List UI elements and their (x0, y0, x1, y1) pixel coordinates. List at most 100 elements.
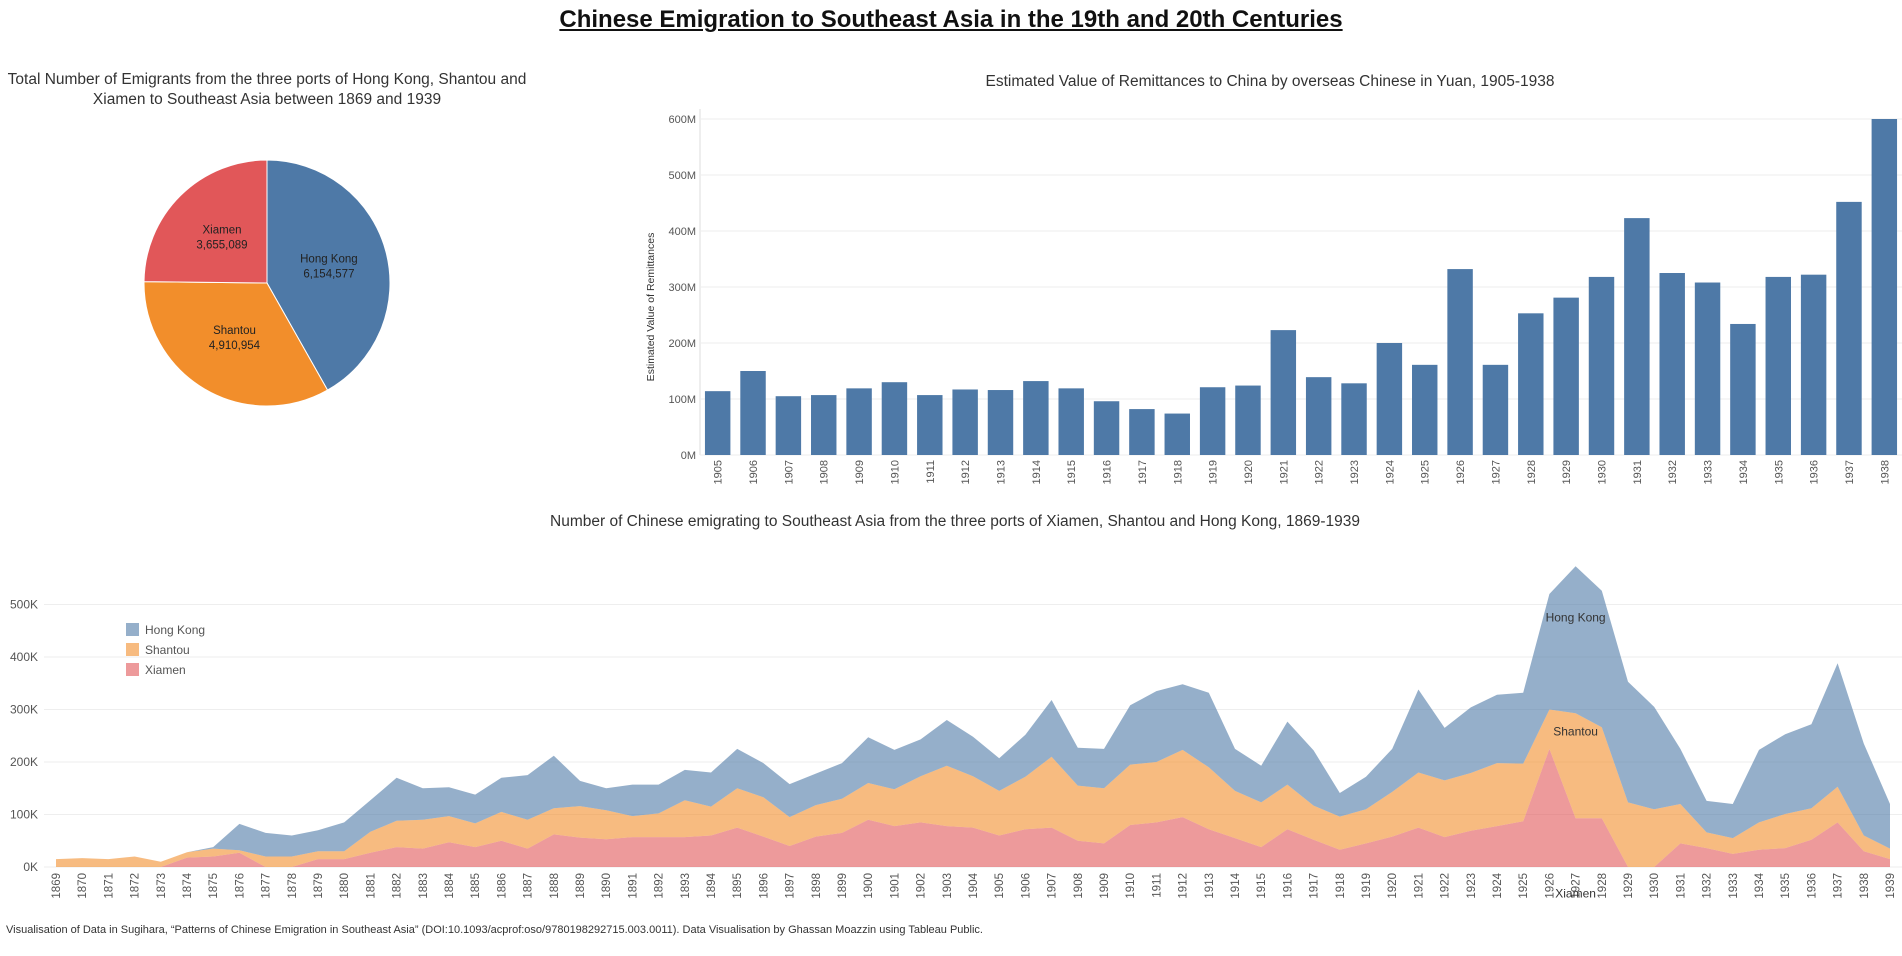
area-x-tick-label: 1877 (261, 873, 273, 899)
area-x-tick-label: 1881 (365, 873, 377, 899)
bar-1936[interactable] (1800, 274, 1827, 455)
bar-1914[interactable] (1023, 381, 1049, 455)
bar-x-tick-label: 1927 (1490, 460, 1502, 484)
area-x-tick-label: 1939 (1885, 873, 1897, 899)
pie-slice-shantou[interactable] (143, 281, 329, 407)
bar-1930[interactable] (1588, 276, 1615, 455)
pie-slice-xiamen[interactable] (143, 159, 268, 284)
area-y-tick-label: 500K (10, 598, 38, 612)
area-x-tick-label: 1879 (313, 873, 325, 899)
bar-1918[interactable] (1164, 413, 1190, 455)
bar-1919[interactable] (1199, 387, 1226, 455)
bar-1932[interactable] (1659, 273, 1685, 455)
bar-1905[interactable] (704, 391, 731, 455)
bar-1926[interactable] (1447, 269, 1473, 455)
area-y-tick-label: 200K (10, 755, 38, 769)
bar-1925[interactable] (1412, 364, 1438, 455)
bar-1920[interactable] (1235, 385, 1261, 455)
area-x-tick-label: 1886 (496, 873, 508, 899)
bar-1924[interactable] (1376, 343, 1403, 455)
bar-1912[interactable] (952, 389, 978, 455)
bar-1909[interactable] (846, 388, 872, 455)
area-x-tick-label: 1918 (1335, 873, 1347, 899)
legend-swatch-shantou (126, 643, 139, 656)
area-x-tick-label: 1895 (732, 873, 744, 899)
bar-1915[interactable] (1058, 388, 1084, 455)
bar-1929[interactable] (1553, 297, 1579, 455)
area-x-tick-label: 1905 (994, 873, 1006, 899)
bar-1908[interactable] (811, 395, 837, 455)
area-series-hong-kong[interactable] (56, 566, 1890, 862)
area-x-tick-label: 1903 (942, 873, 954, 899)
area-x-tick-label: 1869 (51, 873, 63, 899)
area-x-tick-label: 1935 (1780, 873, 1792, 899)
area-chart-title: Number of Chinese emigrating to Southeas… (550, 513, 1360, 530)
bar-1933[interactable] (1694, 282, 1721, 455)
bar-1935[interactable] (1765, 276, 1791, 455)
area-x-tick-label: 1922 (1440, 873, 1452, 899)
bar-y-tick-label: 400M (668, 226, 696, 238)
page-title: Chinese Emigration to Southeast Asia in … (559, 6, 1343, 33)
area-y-tick-label: 100K (10, 808, 38, 822)
area-x-tick-label: 1901 (889, 873, 901, 899)
area-x-tick-label: 1891 (627, 873, 639, 899)
area-x-tick-label: 1911 (1151, 873, 1163, 898)
pie-label-xiamen: Xiamen (203, 225, 242, 237)
bar-1907[interactable] (775, 396, 802, 455)
area-y-tick-label: 300K (10, 703, 38, 717)
bar-1911[interactable] (917, 395, 943, 455)
area-x-tick-label: 1878 (287, 873, 299, 899)
bar-x-tick-label: 1926 (1455, 460, 1467, 484)
pie-label-shantou: Shantou (213, 325, 256, 337)
area-x-tick-label: 1932 (1702, 873, 1714, 899)
area-x-tick-label: 1883 (418, 873, 430, 899)
bar-1927[interactable] (1482, 364, 1509, 455)
area-x-tick-label: 1887 (523, 873, 535, 899)
area-x-tick-label: 1893 (680, 873, 692, 899)
area-x-tick-label: 1938 (1859, 873, 1871, 899)
area-x-tick-label: 1916 (1282, 873, 1294, 899)
area-x-tick-label: 1876 (234, 873, 246, 899)
area-x-tick-label: 1880 (339, 873, 351, 899)
legend-label-xiamen: Xiamen (145, 663, 186, 677)
bar-1906[interactable] (740, 371, 766, 455)
pie-value-shantou: 4,910,954 (209, 340, 261, 352)
bar-1917[interactable] (1129, 409, 1155, 455)
area-x-tick-label: 1910 (1125, 873, 1137, 899)
bar-x-tick-label: 1923 (1349, 460, 1361, 484)
bar-x-tick-label: 1907 (783, 460, 795, 484)
pie-chart-title: Total Number of Emigrants from the three… (7, 71, 527, 108)
legend-label-shantou: Shantou (145, 643, 190, 657)
area-series-shantou[interactable] (56, 709, 1890, 868)
bar-x-tick-label: 1932 (1667, 460, 1679, 484)
legend-label-hong-kong: Hong Kong (145, 623, 205, 637)
bar-x-tick-label: 1905 (713, 460, 725, 484)
bar-1934[interactable] (1730, 323, 1756, 455)
pie-slice-hong-kong[interactable] (266, 159, 391, 391)
bar-1922[interactable] (1305, 377, 1332, 455)
area-x-tick-label: 1924 (1492, 872, 1504, 898)
area-series-label-shantou: Shantou (1553, 725, 1598, 739)
area-series-label-xiamen: Xiamen (1555, 887, 1596, 901)
bar-1916[interactable] (1093, 401, 1120, 455)
bar-1923[interactable] (1341, 383, 1367, 455)
pie-value-xiamen: 3,655,089 (196, 240, 247, 252)
area-x-tick-label: 1888 (549, 873, 561, 899)
area-x-tick-label: 1933 (1728, 873, 1740, 899)
bar-x-tick-label: 1934 (1738, 460, 1750, 484)
bar-1928[interactable] (1518, 313, 1544, 455)
area-x-tick-label: 1915 (1256, 873, 1268, 899)
bar-x-tick-label: 1912 (960, 460, 972, 484)
bar-1910[interactable] (881, 382, 908, 455)
area-x-tick-label: 1900 (863, 873, 875, 899)
bar-1938[interactable] (1871, 119, 1898, 455)
bar-1913[interactable] (987, 390, 1014, 455)
area-series-xiamen[interactable] (56, 748, 1890, 867)
area-x-tick-label: 1892 (654, 873, 666, 899)
bar-1921[interactable] (1270, 330, 1297, 455)
area-y-tick-label: 400K (10, 650, 38, 664)
bar-y-axis-title: Estimated Value of Remittances (645, 233, 657, 382)
bar-1937[interactable] (1836, 201, 1862, 455)
bar-y-tick-label: 500M (668, 170, 696, 182)
bar-1931[interactable] (1624, 218, 1650, 455)
